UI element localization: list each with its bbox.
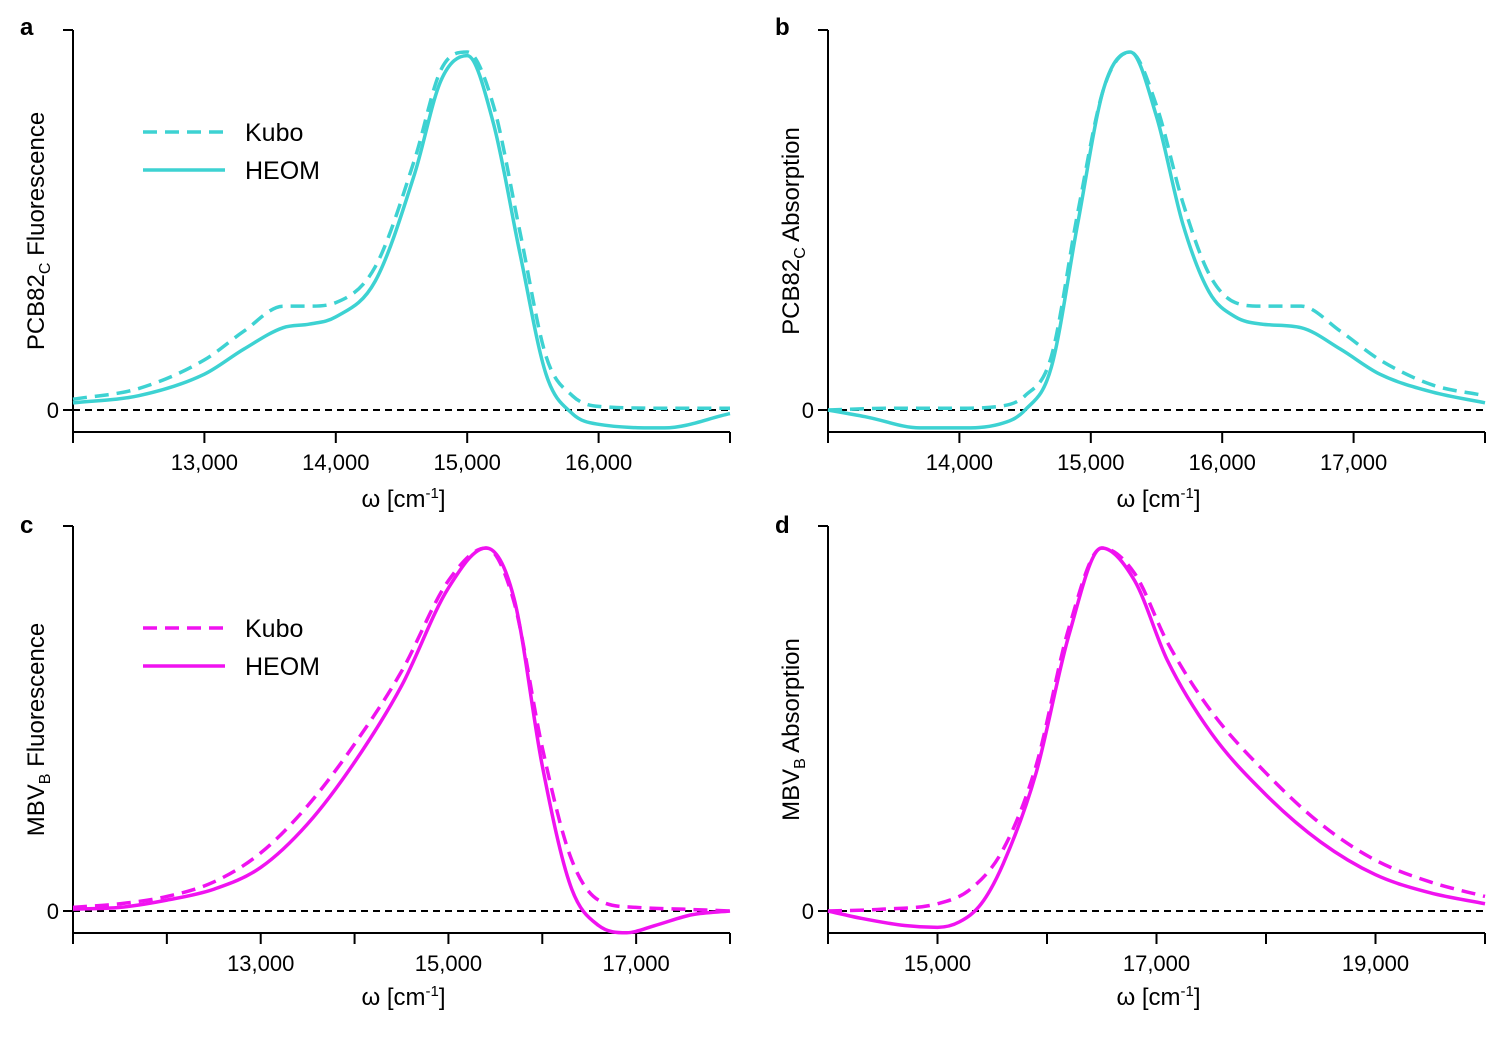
x-tick-label: 17,000 (1123, 951, 1190, 976)
x-tick-label: 16,000 (1189, 450, 1256, 475)
panel-letter: c (20, 512, 33, 539)
x-tick-label: 13,000 (227, 951, 294, 976)
y-axis-label: PCB82C Fluorescence (23, 112, 54, 350)
legend-label-kubo: Kubo (245, 119, 303, 147)
panel-letter: a (20, 14, 34, 41)
series-heom-line (827, 546, 1486, 930)
y-tick-label: 0 (47, 398, 59, 423)
x-tick-label: 15,000 (434, 450, 501, 475)
y-tick-label: 0 (802, 398, 814, 423)
x-tick-label: 15,000 (1057, 450, 1124, 475)
x-tick-label: 14,000 (926, 450, 993, 475)
y-tick-label: 0 (47, 899, 59, 924)
x-tick-label: 16,000 (565, 450, 632, 475)
series-heom-line (827, 50, 1486, 430)
x-axis-label: ω [cm-1] (361, 983, 445, 1011)
y-axis-label: PCB82C Absorption (778, 127, 809, 335)
panel-letter: b (775, 14, 790, 41)
x-tick-label: 15,000 (904, 951, 971, 976)
x-axis-label: ω [cm-1] (1116, 485, 1200, 513)
panel-a: a 0 13,000 14,000 15,000 16,000 ω [cm-1] PCB82C… (20, 14, 731, 513)
x-tick-label: 17,000 (1320, 450, 1387, 475)
series-kubo-line (72, 546, 731, 913)
series-kubo-line (72, 50, 730, 410)
series-heom-line (72, 546, 731, 935)
x-tick-label: 17,000 (602, 951, 669, 976)
panel-b: b 0 14,000 15,000 16,000 17,000 ω [cm-1] PCB82C… (775, 14, 1486, 513)
legend-label-heom: HEOM (245, 653, 320, 681)
x-tick-label: 13,000 (171, 450, 238, 475)
y-axis-label: MBVB Absorption (778, 638, 809, 821)
series-kubo-line (827, 50, 1486, 412)
x-tick-label: 15,000 (415, 951, 482, 976)
x-tick-label: 14,000 (302, 450, 369, 475)
series-kubo-line (827, 546, 1486, 913)
panel-letter: d (775, 512, 790, 539)
y-axis-label: MBVB Fluorescence (23, 623, 54, 836)
y-tick-label: 0 (802, 899, 814, 924)
series-heom-line (72, 53, 731, 430)
x-tick-label: 19,000 (1342, 951, 1409, 976)
legend-label-heom: HEOM (245, 157, 320, 185)
x-axis-label: ω [cm-1] (361, 485, 445, 513)
x-axis-label: ω [cm-1] (1116, 983, 1200, 1011)
panel-c: c 0 13,000 15,000 17,000 ω [cm-1] MBVB Fluores… (20, 512, 731, 1011)
legend-label-kubo: Kubo (245, 615, 303, 643)
panel-d: d 0 15,000 17,000 19,000 ω [cm-1] MBVB Absorpt… (775, 512, 1486, 1011)
